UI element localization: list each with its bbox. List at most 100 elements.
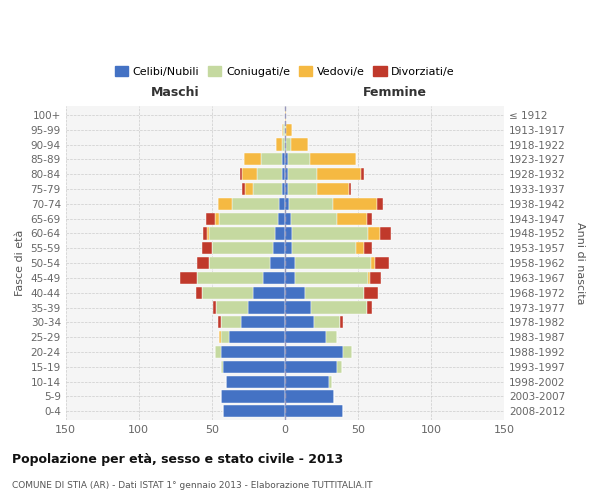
Bar [367, 302, 373, 314]
Bar [285, 316, 314, 328]
Bar [285, 124, 286, 136]
Bar [282, 124, 283, 136]
Bar [337, 360, 342, 373]
Bar [218, 316, 221, 328]
Bar [270, 257, 285, 269]
Text: Popolazione per età, sesso e stato civile - 2013: Popolazione per età, sesso e stato civil… [12, 452, 343, 466]
Bar [244, 154, 262, 166]
Bar [276, 138, 282, 150]
Bar [285, 257, 295, 269]
Bar [283, 124, 285, 136]
Bar [245, 183, 253, 195]
Bar [290, 138, 308, 150]
Bar [282, 168, 285, 180]
Bar [223, 405, 285, 417]
Bar [208, 228, 209, 239]
Bar [377, 198, 383, 210]
Bar [242, 183, 245, 195]
Bar [349, 183, 350, 195]
Bar [370, 272, 381, 284]
Bar [286, 138, 290, 150]
Bar [262, 154, 282, 166]
Bar [368, 272, 370, 284]
Bar [263, 272, 285, 284]
Bar [209, 257, 270, 269]
Bar [202, 242, 212, 254]
Bar [361, 168, 364, 180]
Y-axis label: Anni di nascita: Anni di nascita [575, 222, 585, 304]
Bar [285, 272, 295, 284]
Bar [209, 228, 275, 239]
Bar [286, 124, 292, 136]
Bar [218, 198, 232, 210]
Bar [253, 183, 282, 195]
Bar [285, 168, 288, 180]
Bar [219, 212, 278, 224]
Bar [317, 183, 349, 195]
Bar [226, 376, 285, 388]
Bar [285, 183, 288, 195]
Bar [289, 198, 333, 210]
Bar [221, 346, 285, 358]
Bar [242, 168, 257, 180]
Bar [364, 286, 379, 299]
Y-axis label: Fasce di età: Fasce di età [15, 230, 25, 296]
Bar [314, 316, 340, 328]
Bar [239, 168, 242, 180]
Bar [275, 228, 285, 239]
Bar [285, 302, 311, 314]
Bar [285, 109, 286, 121]
Bar [221, 390, 285, 402]
Bar [221, 331, 229, 343]
Bar [202, 286, 253, 299]
Bar [282, 183, 285, 195]
Bar [376, 257, 389, 269]
Bar [278, 212, 285, 224]
Bar [232, 198, 279, 210]
Bar [221, 316, 241, 328]
Bar [290, 212, 337, 224]
Bar [285, 198, 289, 210]
Bar [285, 138, 286, 150]
Bar [285, 228, 292, 239]
Bar [253, 286, 285, 299]
Bar [215, 346, 221, 358]
Bar [285, 286, 305, 299]
Bar [288, 168, 317, 180]
Bar [213, 302, 216, 314]
Bar [203, 228, 208, 239]
Bar [326, 331, 337, 343]
Bar [343, 346, 352, 358]
Bar [197, 257, 209, 269]
Bar [310, 154, 356, 166]
Bar [212, 242, 273, 254]
Bar [221, 360, 223, 373]
Bar [257, 168, 282, 180]
Bar [292, 242, 356, 254]
Bar [285, 390, 334, 402]
Text: COMUNE DI STIA (AR) - Dati ISTAT 1° gennaio 2013 - Elaborazione TUTTITALIA.IT: COMUNE DI STIA (AR) - Dati ISTAT 1° genn… [12, 480, 373, 490]
Bar [179, 272, 197, 284]
Bar [317, 168, 361, 180]
Bar [295, 272, 368, 284]
Bar [367, 212, 373, 224]
Bar [333, 198, 377, 210]
Legend: Celibi/Nubili, Coniugati/e, Vedovi/e, Divorziati/e: Celibi/Nubili, Coniugati/e, Vedovi/e, Di… [110, 62, 459, 81]
Bar [229, 331, 285, 343]
Bar [223, 360, 285, 373]
Bar [216, 302, 248, 314]
Bar [292, 228, 368, 239]
Bar [219, 331, 221, 343]
Bar [215, 212, 219, 224]
Bar [295, 257, 371, 269]
Bar [206, 212, 215, 224]
Bar [285, 360, 337, 373]
Bar [356, 242, 364, 254]
Bar [311, 302, 367, 314]
Bar [340, 316, 343, 328]
Bar [371, 257, 376, 269]
Bar [380, 228, 391, 239]
Bar [241, 316, 285, 328]
Bar [282, 154, 285, 166]
Bar [285, 242, 292, 254]
